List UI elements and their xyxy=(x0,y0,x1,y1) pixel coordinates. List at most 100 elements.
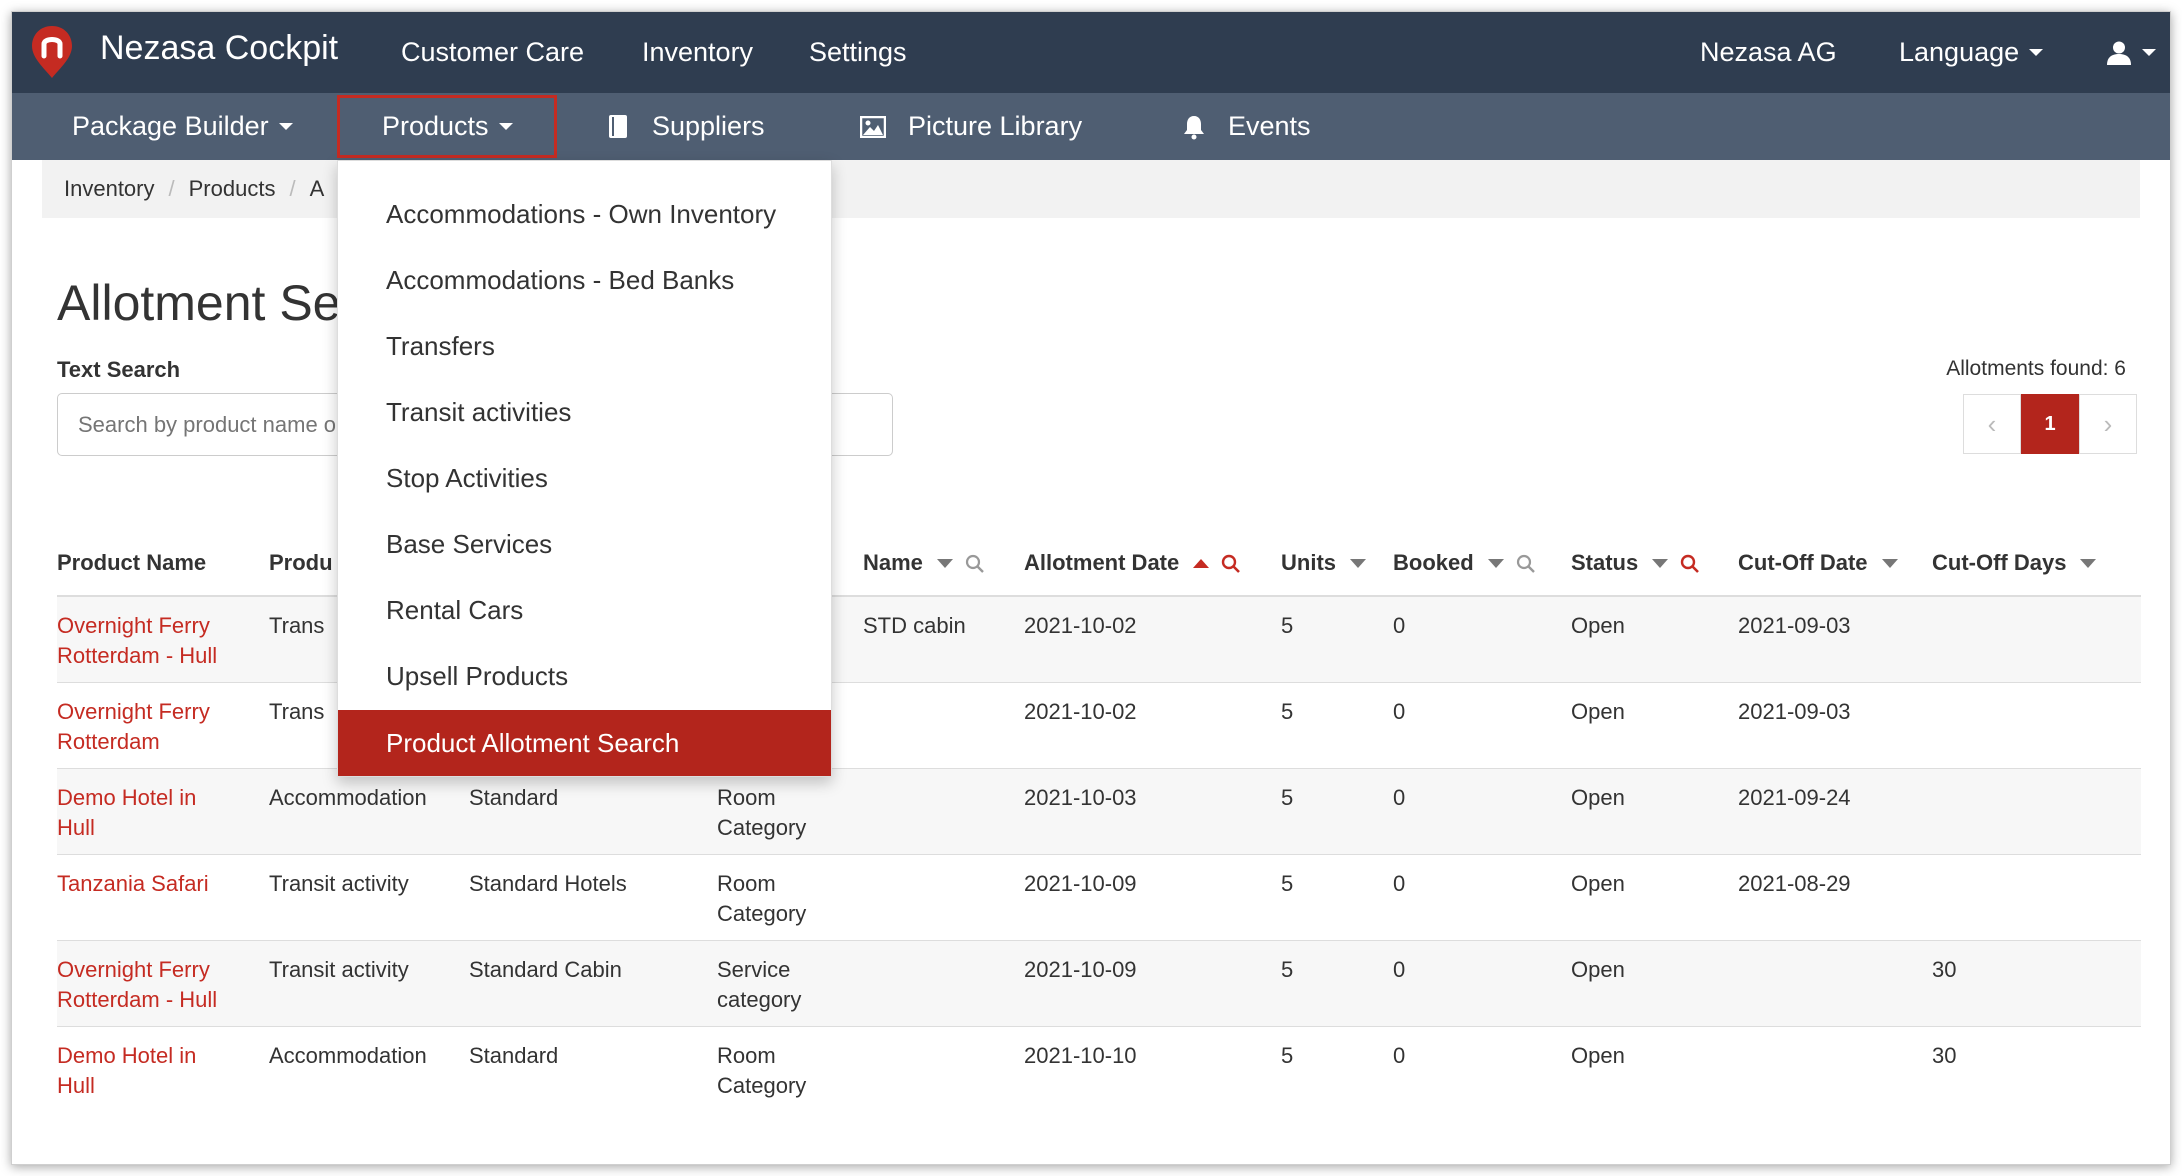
sort-down-icon[interactable] xyxy=(1487,559,1504,569)
category-line2: Category xyxy=(717,814,807,840)
product-name-line2: Rotterdam xyxy=(57,728,160,754)
menu-item-product-allotment-search[interactable]: Product Allotment Search xyxy=(338,710,831,776)
suppliers-label: Suppliers xyxy=(652,111,765,141)
prev-page-button[interactable]: ‹ xyxy=(1963,394,2021,454)
product-type-cell: Transit activity xyxy=(269,853,469,940)
sort-down-icon[interactable] xyxy=(1881,559,1898,569)
product-name-cell[interactable]: Demo Hotel in Hull xyxy=(57,767,269,854)
col-status[interactable]: Status xyxy=(1571,530,1738,597)
page-title: Allotment Se xyxy=(57,275,341,331)
menu-item-accommodations-own-inventory[interactable]: Accommodations - Own Inventory xyxy=(386,198,777,229)
nav-settings-label: Settings xyxy=(809,37,907,67)
sort-down-icon[interactable] xyxy=(1350,559,1366,569)
language-dropdown[interactable]: Language xyxy=(1899,12,2043,93)
chevron-right-icon: › xyxy=(2103,408,2113,439)
status-cell: Open xyxy=(1571,595,1738,682)
nav-products[interactable]: Products xyxy=(382,93,513,160)
cutoff-days-cell xyxy=(1932,853,2141,940)
col-status-label: Status xyxy=(1571,549,1639,575)
menu-item-rental-cars[interactable]: Rental Cars xyxy=(386,594,524,625)
table-row[interactable]: Overnight Ferry Rotterdam - Hull Trans ST… xyxy=(57,595,2141,682)
top-navbar: Nezasa Cockpit Customer Care Inventory S… xyxy=(12,12,2170,93)
menu-item-transit-activities[interactable]: Transit activities xyxy=(386,396,572,427)
category-cell: Service category xyxy=(717,939,863,1026)
menu-item-stop-activities[interactable]: Stop Activities xyxy=(386,462,548,493)
sort-up-icon[interactable] xyxy=(1193,559,1210,569)
category-line2: Category xyxy=(717,900,807,926)
allotment-date-cell: 2021-10-09 xyxy=(1024,853,1281,940)
booked-cell: 0 xyxy=(1393,1025,1571,1112)
product-name-cell[interactable]: Overnight Ferry Rotterdam - Hull xyxy=(57,595,269,682)
sort-down-icon[interactable] xyxy=(1652,559,1669,569)
breadcrumb-products[interactable]: Products xyxy=(188,176,276,201)
nav-customer-care[interactable]: Customer Care xyxy=(401,12,584,93)
category-line2: category xyxy=(717,986,802,1012)
product-name-cell[interactable]: Demo Hotel in Hull xyxy=(57,1025,269,1112)
product-name-line2: Rotterdam - Hull xyxy=(57,643,218,668)
search-icon[interactable] xyxy=(1680,554,1700,574)
breadcrumb-inventory[interactable]: Inventory xyxy=(64,176,155,201)
col-product-name[interactable]: Product Name xyxy=(57,530,269,597)
product-name-cell[interactable]: Overnight Ferry Rotterdam - Hull xyxy=(57,939,269,1026)
col-units-label: Units xyxy=(1281,549,1336,575)
units-cell: 5 xyxy=(1281,853,1393,940)
name-cell: STD cabin xyxy=(863,595,1024,682)
brand-name[interactable]: Nezasa Cockpit xyxy=(100,29,339,67)
product-name-cell[interactable]: Tanzania Safari xyxy=(57,853,269,940)
col-booked[interactable]: Booked xyxy=(1393,530,1571,597)
col-name[interactable]: Name xyxy=(863,530,1024,597)
next-page-button[interactable]: › xyxy=(2079,394,2137,454)
col-cutoff-date[interactable]: Cut-Off Date xyxy=(1738,530,1932,597)
nav-picture-library[interactable]: Picture Library xyxy=(860,93,1082,160)
product-name-line1: Overnight Ferry xyxy=(57,956,210,982)
product-type-cell: Transit activity xyxy=(269,939,469,1026)
units-cell: 5 xyxy=(1281,681,1393,768)
search-icon[interactable] xyxy=(965,554,985,574)
table-row[interactable]: Demo Hotel in Hull Accommodation Standard… xyxy=(57,767,2141,854)
sort-down-icon[interactable] xyxy=(2080,559,2097,569)
user-menu[interactable] xyxy=(2106,12,2156,93)
status-cell: Open xyxy=(1571,1025,1738,1112)
allotment-date-cell: 2021-10-02 xyxy=(1024,595,1281,682)
nav-package-builder[interactable]: Package Builder xyxy=(72,93,293,160)
table-row[interactable]: Demo Hotel in Hull Accommodation Standard… xyxy=(57,1025,2141,1112)
product-name-line1: Demo Hotel in xyxy=(57,784,197,810)
cutoff-days-cell: 30 xyxy=(1932,1025,2141,1112)
table-row[interactable]: Overnight Ferry Rotterdam - Hull Transit … xyxy=(57,939,2141,1026)
search-icon[interactable] xyxy=(1221,554,1241,574)
nav-customer-care-label: Customer Care xyxy=(401,37,585,67)
name-cell xyxy=(863,767,1024,854)
menu-item-upsell-products[interactable]: Upsell Products xyxy=(386,660,569,691)
col-product-type-label: Produ xyxy=(269,549,333,575)
col-allotment-date-label: Allotment Date xyxy=(1024,549,1180,575)
products-highlight xyxy=(337,95,557,158)
nav-events[interactable]: Events xyxy=(1182,93,1311,160)
sort-down-icon[interactable] xyxy=(936,559,953,569)
nezasa-logo-icon[interactable] xyxy=(30,24,74,80)
company-label: Nezasa AG xyxy=(1700,37,1837,67)
col-units[interactable]: Units xyxy=(1281,530,1393,597)
events-label: Events xyxy=(1228,111,1311,141)
menu-item-transfers[interactable]: Transfers xyxy=(386,330,495,361)
search-icon[interactable] xyxy=(1516,554,1536,574)
picture-icon xyxy=(860,115,886,138)
secondary-navbar: Package Builder Products Suppliers Pictu… xyxy=(12,93,2170,160)
nav-inventory[interactable]: Inventory xyxy=(642,12,753,93)
results-count: Allotments found: 6 xyxy=(1946,357,2126,380)
nav-settings[interactable]: Settings xyxy=(809,12,907,93)
product-name-line2: Hull xyxy=(57,814,95,840)
col-cutoff-days[interactable]: Cut-Off Days xyxy=(1932,530,2141,597)
table-row[interactable]: Tanzania Safari Transit activity Standar… xyxy=(57,853,2141,940)
nav-suppliers[interactable]: Suppliers xyxy=(608,93,765,160)
page-button-1[interactable]: 1 xyxy=(2021,394,2079,454)
units-cell: 5 xyxy=(1281,1025,1393,1112)
col-allotment-date[interactable]: Allotment Date xyxy=(1024,530,1281,597)
menu-item-accommodations-bed-banks[interactable]: Accommodations - Bed Banks xyxy=(386,264,735,295)
col-cutoff-date-label: Cut-Off Date xyxy=(1738,549,1868,575)
product-name-cell[interactable]: Overnight Ferry Rotterdam xyxy=(57,681,269,768)
package-builder-label: Package Builder xyxy=(72,111,269,141)
product-name-line1: Tanzania Safari xyxy=(57,870,209,896)
category-line2: Category xyxy=(717,1072,807,1098)
menu-item-base-services[interactable]: Base Services xyxy=(386,528,553,559)
status-cell: Open xyxy=(1571,853,1738,940)
